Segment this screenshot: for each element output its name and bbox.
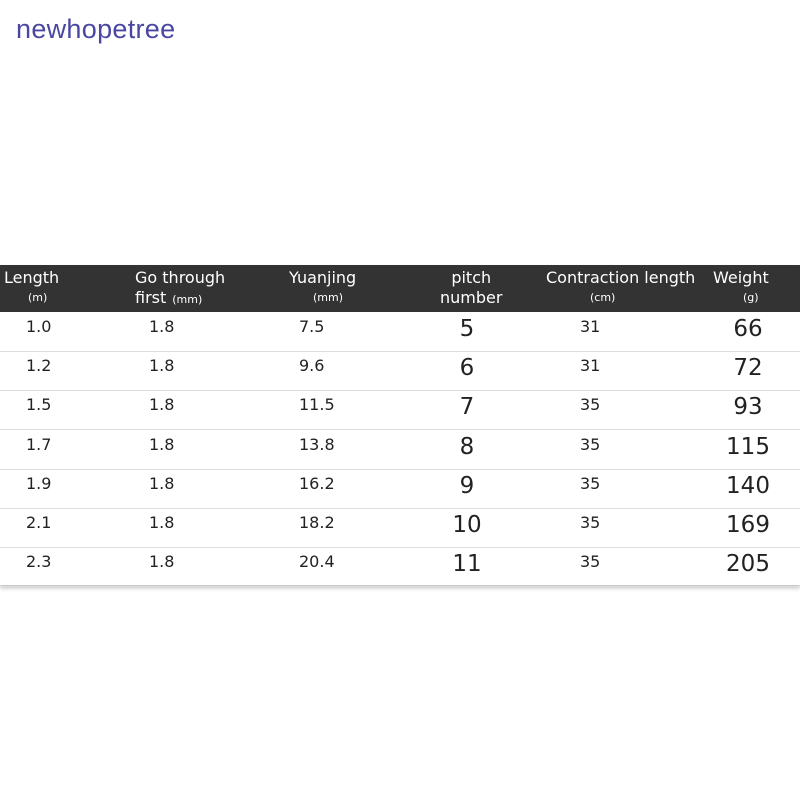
- header-unit-line: (g): [713, 288, 769, 306]
- header-unit: (cm): [590, 291, 616, 304]
- header-cell: Contraction length (cm): [546, 268, 695, 306]
- table-cell: 1.2: [26, 356, 52, 376]
- table-cell: 1.8: [149, 513, 175, 532]
- table-cell: 1.8: [149, 356, 175, 376]
- table-row: 2.3 1.8 20.4 11 35 205: [0, 547, 800, 588]
- table-cell: 1.5: [26, 395, 52, 415]
- header-unit-line: (m): [4, 288, 59, 306]
- table-cell: 6: [459, 355, 475, 382]
- table-cell: 11.5: [299, 395, 335, 415]
- header-unit: (m): [28, 291, 48, 304]
- table-cell: 7.5: [299, 317, 325, 336]
- table-header: Length (m) Go through first (mm) Yuanjing (mm)…: [0, 265, 800, 312]
- table-cell: 18.2: [299, 513, 335, 532]
- header-unit: (mm): [172, 293, 203, 306]
- header-text: pitch: [451, 268, 492, 287]
- table-cell: 1.8: [149, 434, 175, 454]
- table-cell: 8: [459, 433, 475, 460]
- table-cell: 35: [580, 434, 601, 454]
- table-row: 2.1 1.8 18.2 10 35 169: [0, 508, 800, 548]
- table-cell: 1.8: [149, 317, 175, 336]
- table-cell: 1.0: [26, 317, 52, 336]
- header-line: Length: [4, 268, 59, 288]
- table-cell: 1.8: [149, 552, 175, 572]
- header-text: Go through: [135, 268, 226, 287]
- header-text: first: [135, 288, 167, 307]
- table-cell: 10: [452, 512, 482, 538]
- header-line: Go through: [135, 268, 225, 288]
- table-cell: 1.9: [26, 473, 52, 493]
- table-cell: 140: [726, 472, 770, 499]
- header-text: Weight: [713, 268, 769, 287]
- header-unit-line: (cm): [546, 288, 695, 306]
- table-cell: 93: [733, 394, 763, 421]
- table-cell: 13.8: [299, 434, 335, 454]
- table-cell: 9: [459, 472, 475, 499]
- table-cell: 5: [459, 316, 475, 342]
- header-text: Contraction length: [546, 268, 696, 287]
- table-row: 1.0 1.8 7.5 5 31 66: [0, 312, 800, 352]
- header-line: number: [440, 288, 502, 308]
- table-cell: 11: [452, 551, 482, 578]
- table-cell: 1.8: [149, 473, 175, 493]
- table-cell: 16.2: [299, 473, 335, 493]
- header-unit-line: (mm): [289, 288, 356, 306]
- table-cell: 2.1: [26, 513, 52, 532]
- header-line: first (mm): [135, 288, 225, 310]
- header-text: number: [440, 288, 503, 307]
- table-cell: 115: [726, 433, 770, 460]
- watermark: newhopetree: [16, 14, 176, 44]
- header-cell: Yuanjing (mm): [289, 268, 356, 306]
- header-line: Yuanjing: [289, 268, 356, 288]
- header-line: Weight: [713, 268, 769, 288]
- table-cell: 35: [580, 473, 601, 493]
- header-text: Length: [4, 268, 60, 287]
- header-unit: (mm): [313, 291, 344, 304]
- table-cell: 35: [580, 552, 601, 572]
- table-cell: 20.4: [299, 552, 335, 572]
- table-cell: 35: [580, 395, 601, 415]
- table-cell: 31: [580, 317, 601, 336]
- table-cell: 1.7: [26, 434, 52, 454]
- table-cell: 169: [726, 512, 770, 538]
- table-cell: 66: [733, 316, 763, 342]
- spec-table: Length (m) Go through first (mm) Yuanjing (mm)…: [0, 265, 800, 588]
- header-text: Yuanjing: [289, 268, 357, 287]
- header-line: Contraction length: [546, 268, 695, 288]
- header-cell: Weight (g): [713, 268, 769, 306]
- table-row: 1.5 1.8 11.5 7 35 93: [0, 390, 800, 431]
- header-cell: Go through first (mm): [135, 268, 225, 310]
- table-cell: 9.6: [299, 356, 325, 376]
- table-cell: 31: [580, 356, 601, 376]
- table-row: 1.2 1.8 9.6 6 31 72: [0, 351, 800, 392]
- table-cell: 2.3: [26, 552, 52, 572]
- table-row: 1.9 1.8 16.2 9 35 140: [0, 469, 800, 509]
- header-cell: pitch number: [440, 268, 502, 308]
- table-cell: 72: [733, 355, 763, 382]
- header-line: pitch: [440, 268, 502, 288]
- table-row: 1.7 1.8 13.8 8 35 115: [0, 430, 800, 470]
- header-cell: Length (m): [4, 268, 59, 306]
- table-cell: 1.8: [149, 395, 175, 415]
- table-cell: 35: [580, 513, 601, 532]
- table-cell: 205: [726, 551, 770, 578]
- header-unit: (g): [743, 291, 759, 304]
- table-cell: 7: [459, 394, 475, 421]
